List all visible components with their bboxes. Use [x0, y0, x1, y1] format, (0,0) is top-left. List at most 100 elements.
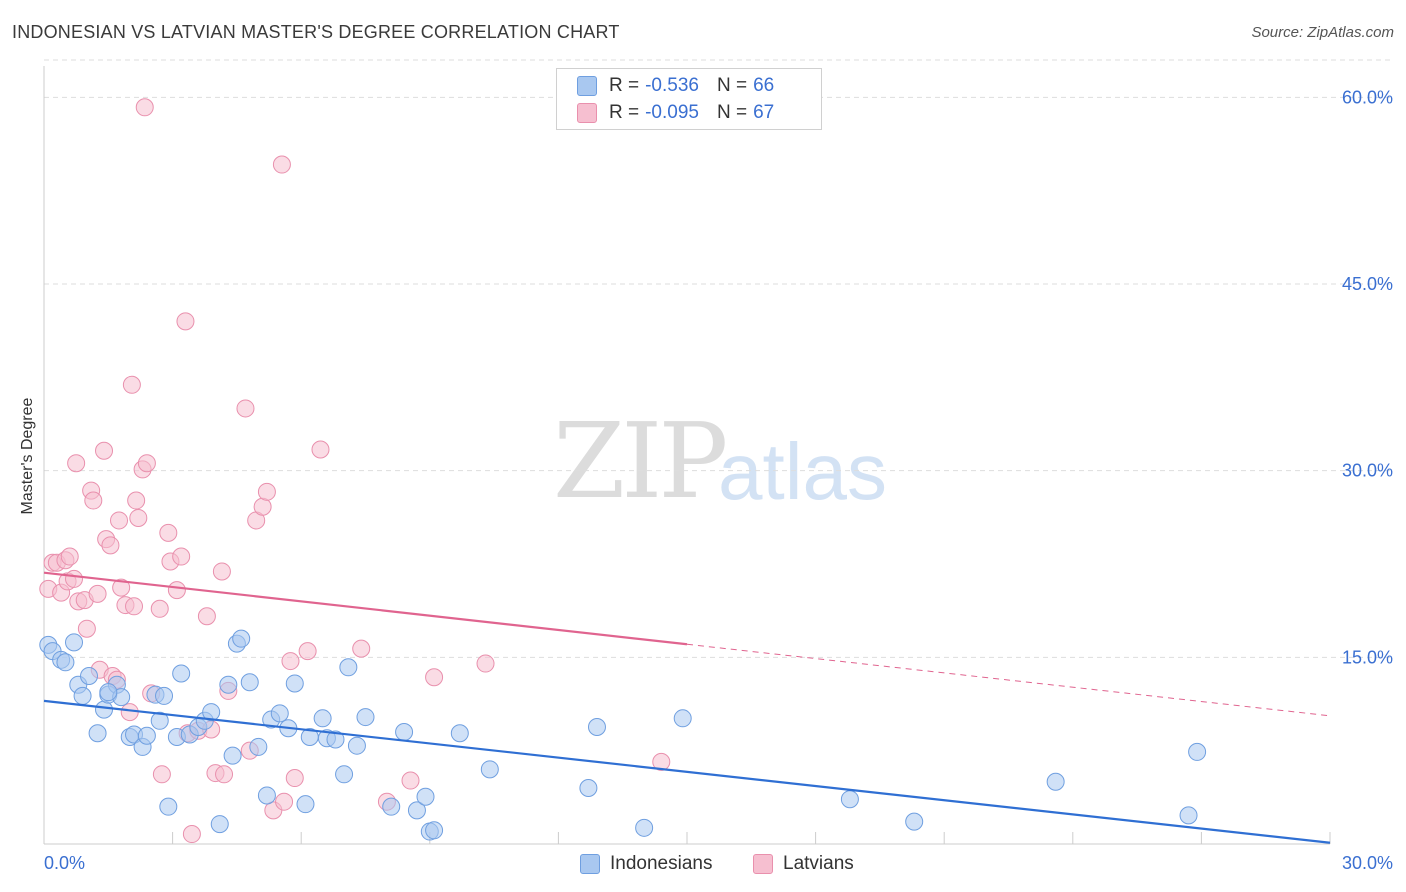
source-credit: Source: ZipAtlas.com [1251, 24, 1394, 41]
indonesians-point [232, 629, 251, 648]
indonesians-point [416, 787, 435, 806]
tick-labels: 15.0% 30.0% 45.0% 60.0% 0.0% 30.0% [44, 87, 1393, 873]
indonesians-point [270, 704, 289, 723]
latvians-point [172, 547, 191, 566]
n-label: N = [716, 75, 748, 96]
latvians-point [176, 312, 195, 331]
indonesians-point [240, 673, 259, 692]
latvians-n-value: 67 [753, 102, 775, 123]
indonesians-point [382, 797, 401, 816]
correlation-legend: R = -0.536 N = 66 R = -0.095 N = 67 [556, 68, 822, 130]
indonesians-point [407, 801, 426, 820]
latvians-point [285, 769, 304, 788]
latvians-point [257, 482, 276, 501]
indonesians-point [219, 675, 238, 694]
indonesians-point [480, 760, 499, 779]
indonesians-point [579, 779, 598, 797]
chart-title: INDONESIAN VS LATVIAN MASTER'S DEGREE CO… [12, 22, 620, 42]
latvians-point [197, 607, 216, 626]
watermark-atlas: atlas [718, 427, 887, 516]
latvians-point [101, 536, 120, 555]
indonesians-swatch [577, 76, 597, 96]
indonesians-point [257, 786, 276, 805]
y-tick-label: 60.0% [1342, 87, 1393, 107]
latvians-point [352, 639, 371, 658]
indonesians-point [347, 736, 366, 755]
indonesians-point [450, 724, 469, 743]
indonesians-point [249, 737, 268, 756]
indonesians-points [39, 629, 1207, 841]
y-tick-label: 15.0% [1342, 647, 1393, 667]
latvians-point [60, 547, 79, 566]
indonesians-point [56, 653, 75, 672]
series-legend-indonesians[interactable]: Indonesians [580, 851, 712, 877]
latvians-point [281, 652, 300, 671]
indonesians-point [635, 818, 654, 837]
latvians-trend-extension [686, 643, 1331, 717]
indonesians-point [673, 709, 692, 728]
y-tick-label: 45.0% [1342, 274, 1393, 294]
latvians-point [150, 599, 169, 618]
latvians-point [159, 523, 178, 542]
indonesians-point [65, 633, 84, 652]
indonesians-legend-swatch [580, 854, 600, 874]
indonesians-point [356, 708, 375, 727]
axes [43, 66, 1331, 845]
indonesians-point [88, 724, 107, 743]
indonesians-point [99, 683, 118, 702]
latvians-point [137, 454, 156, 473]
indonesians-point [210, 815, 229, 834]
trend-lines [43, 571, 1331, 844]
latvians-swatch [577, 103, 597, 123]
latvians-point [152, 765, 171, 784]
indonesians-point [339, 658, 358, 677]
latvians-point [298, 642, 317, 661]
latvians-point [272, 155, 291, 174]
legend-row-indonesians: R = -0.536 N = 66 [577, 74, 774, 98]
latvians-point [110, 511, 129, 530]
latvians-r-value: -0.095 [645, 102, 699, 123]
latvians-point [112, 578, 131, 597]
indonesians-point [587, 718, 606, 737]
n-label: N = [716, 102, 748, 123]
watermark-zip: ZIP [553, 400, 728, 522]
indonesians-point [80, 667, 99, 685]
indonesians-point [73, 686, 92, 705]
x-tick-label: 30.0% [1342, 853, 1393, 873]
latvians-point [652, 752, 671, 771]
latvians-point [182, 825, 201, 844]
latvians-point [215, 765, 234, 784]
latvians-point [88, 584, 107, 603]
latvians-point [401, 771, 420, 790]
x-tick-label: 0.0% [44, 853, 85, 873]
indonesians-point [202, 703, 221, 722]
legend-row-latvians: R = -0.095 N = 67 [577, 101, 774, 125]
y-tick-label: 30.0% [1342, 461, 1393, 481]
latvians-point [84, 491, 103, 510]
indonesians-trend-line [43, 699, 1331, 844]
indonesians-point [159, 797, 178, 816]
latvians-point [476, 654, 495, 673]
latvians-point [127, 491, 146, 510]
indonesians-point [425, 821, 444, 840]
latvians-point [67, 454, 86, 473]
latvians-point [65, 569, 84, 588]
indonesians-point [137, 726, 156, 745]
latvians-point [236, 399, 255, 418]
indonesians-point [1046, 772, 1065, 791]
latvians-legend-label: Latvians [783, 853, 854, 874]
r-label: R = [609, 75, 640, 96]
indonesians-point [1188, 742, 1207, 761]
series-legend-latvians[interactable]: Latvians [753, 851, 854, 877]
indonesians-legend-label: Indonesians [610, 853, 713, 874]
latvians-point [125, 597, 144, 616]
indonesians-point [223, 746, 242, 765]
latvians-point [311, 440, 330, 459]
r-label: R = [609, 102, 640, 123]
latvians-point [129, 508, 148, 527]
indonesians-point [95, 700, 114, 719]
indonesians-point [840, 790, 859, 809]
latvians-point [135, 98, 154, 117]
indonesians-point [1179, 806, 1198, 825]
